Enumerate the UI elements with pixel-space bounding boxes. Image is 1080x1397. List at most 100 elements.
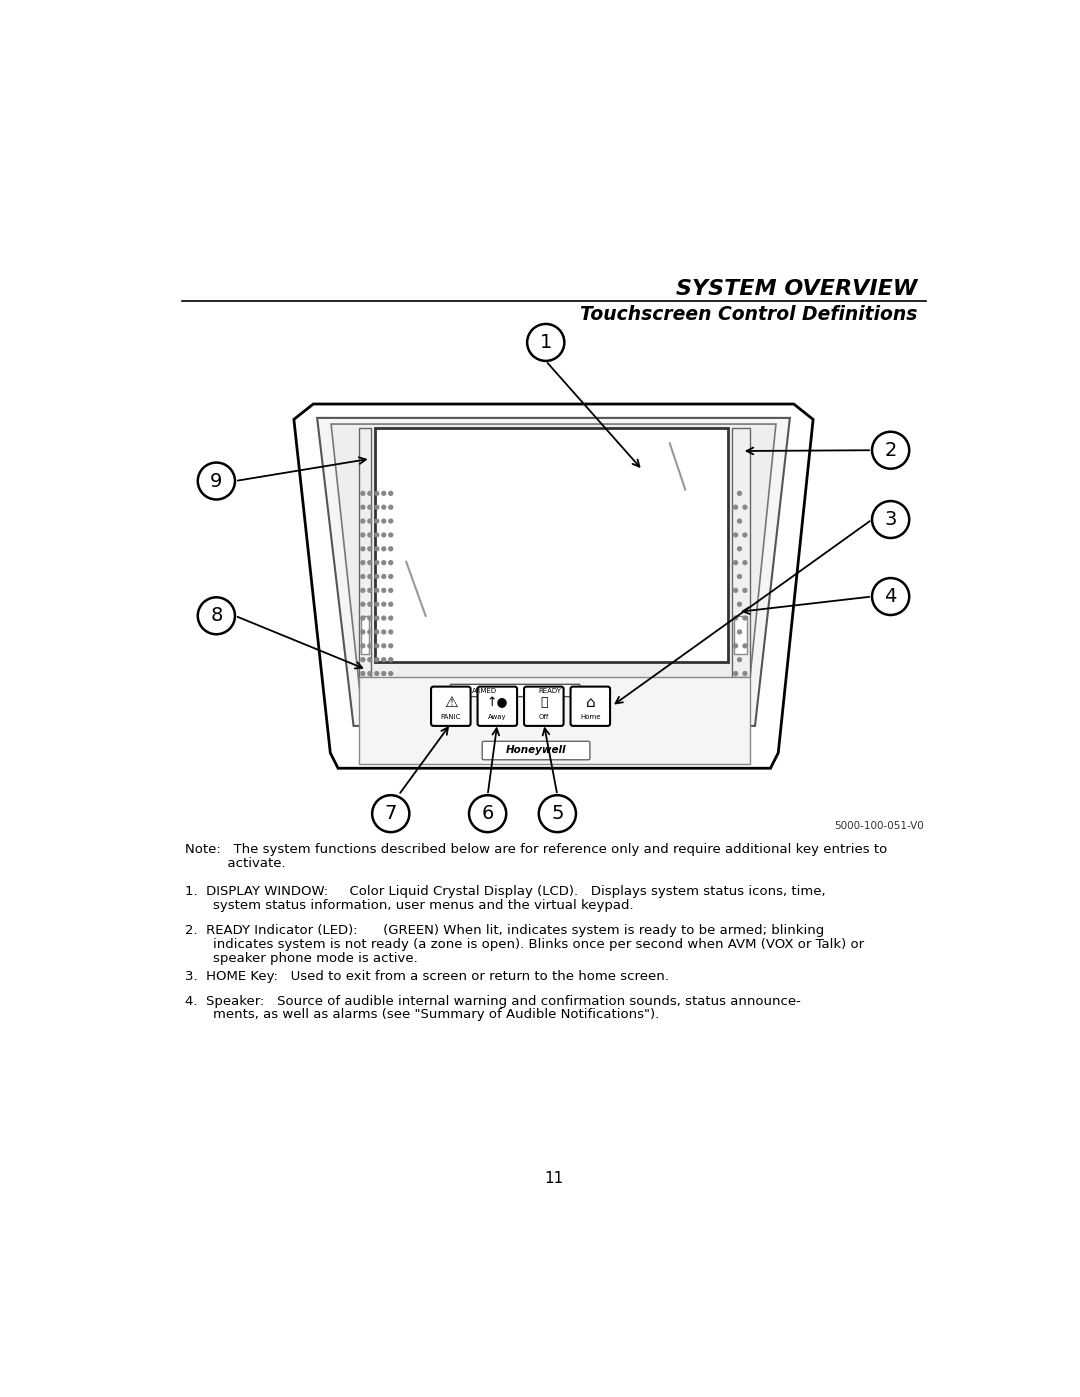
Circle shape bbox=[361, 534, 365, 536]
Polygon shape bbox=[732, 427, 750, 678]
Circle shape bbox=[375, 560, 379, 564]
Text: indicates system is not ready (a zone is open). Blinks once per second when AVM : indicates system is not ready (a zone is… bbox=[197, 937, 864, 950]
Text: 1.  DISPLAY WINDOW:     Color Liquid Crystal Display (LCD).   Displays system st: 1. DISPLAY WINDOW: Color Liquid Crystal … bbox=[186, 886, 826, 898]
Text: Note:   The system functions described below are for reference only and require : Note: The system functions described bel… bbox=[186, 842, 888, 856]
Circle shape bbox=[361, 616, 365, 620]
Text: 6: 6 bbox=[482, 805, 494, 823]
Text: activate.: activate. bbox=[186, 856, 286, 870]
Circle shape bbox=[375, 616, 379, 620]
Circle shape bbox=[389, 560, 393, 564]
Circle shape bbox=[382, 630, 386, 634]
Circle shape bbox=[198, 462, 235, 500]
Circle shape bbox=[375, 672, 379, 676]
Circle shape bbox=[382, 644, 386, 648]
FancyBboxPatch shape bbox=[570, 686, 610, 726]
Text: Off: Off bbox=[539, 714, 549, 719]
Circle shape bbox=[733, 560, 738, 564]
Circle shape bbox=[375, 658, 379, 662]
Circle shape bbox=[375, 630, 379, 634]
Circle shape bbox=[539, 795, 576, 833]
Circle shape bbox=[743, 672, 747, 676]
Circle shape bbox=[469, 795, 507, 833]
Circle shape bbox=[382, 534, 386, 536]
Circle shape bbox=[389, 616, 393, 620]
Circle shape bbox=[872, 502, 909, 538]
Text: Touchscreen Control Definitions: Touchscreen Control Definitions bbox=[580, 305, 918, 324]
Circle shape bbox=[375, 644, 379, 648]
FancyBboxPatch shape bbox=[482, 742, 590, 760]
Text: 5: 5 bbox=[551, 805, 564, 823]
Circle shape bbox=[361, 658, 365, 662]
Text: speaker phone mode is active.: speaker phone mode is active. bbox=[197, 951, 418, 964]
FancyBboxPatch shape bbox=[477, 686, 517, 726]
Polygon shape bbox=[359, 427, 372, 678]
Text: ↑●: ↑● bbox=[487, 696, 508, 710]
Text: 9: 9 bbox=[211, 472, 222, 490]
Circle shape bbox=[872, 432, 909, 469]
Circle shape bbox=[368, 520, 372, 522]
Circle shape bbox=[375, 520, 379, 522]
Text: 8: 8 bbox=[211, 606, 222, 626]
Circle shape bbox=[743, 588, 747, 592]
Circle shape bbox=[368, 644, 372, 648]
Circle shape bbox=[361, 492, 365, 496]
Circle shape bbox=[389, 588, 393, 592]
Text: 2.  READY Indicator (LED):      (GREEN) When lit, indicates system is ready to b: 2. READY Indicator (LED): (GREEN) When l… bbox=[186, 923, 825, 937]
Circle shape bbox=[733, 534, 738, 536]
Circle shape bbox=[368, 560, 372, 564]
FancyBboxPatch shape bbox=[450, 685, 580, 697]
Text: 4: 4 bbox=[885, 587, 896, 606]
FancyBboxPatch shape bbox=[734, 616, 747, 654]
Text: 4.  Speaker:   Source of audible internal warning and confirmation sounds, statu: 4. Speaker: Source of audible internal w… bbox=[186, 995, 801, 1007]
Polygon shape bbox=[332, 425, 775, 719]
Circle shape bbox=[733, 644, 738, 648]
Circle shape bbox=[198, 598, 235, 634]
Text: 3.  HOME Key:   Used to exit from a screen or return to the home screen.: 3. HOME Key: Used to exit from a screen … bbox=[186, 970, 670, 983]
Circle shape bbox=[389, 546, 393, 550]
Text: Honeywell: Honeywell bbox=[505, 745, 566, 756]
Circle shape bbox=[382, 672, 386, 676]
Text: ⚠: ⚠ bbox=[444, 696, 458, 710]
Circle shape bbox=[373, 795, 409, 833]
Circle shape bbox=[527, 324, 565, 360]
Text: system status information, user menus and the virtual keypad.: system status information, user menus an… bbox=[197, 900, 634, 912]
Circle shape bbox=[382, 492, 386, 496]
Circle shape bbox=[375, 534, 379, 536]
Text: 3: 3 bbox=[885, 510, 896, 529]
Circle shape bbox=[743, 560, 747, 564]
Circle shape bbox=[375, 546, 379, 550]
Circle shape bbox=[361, 602, 365, 606]
Text: 🔓: 🔓 bbox=[540, 696, 548, 710]
Circle shape bbox=[382, 588, 386, 592]
Circle shape bbox=[389, 602, 393, 606]
FancyBboxPatch shape bbox=[362, 616, 369, 654]
Circle shape bbox=[743, 534, 747, 536]
Circle shape bbox=[361, 672, 365, 676]
Text: ments, as well as alarms (see "Summary of Audible Notifications").: ments, as well as alarms (see "Summary o… bbox=[197, 1009, 660, 1021]
Text: 11: 11 bbox=[544, 1171, 563, 1186]
Circle shape bbox=[382, 560, 386, 564]
Circle shape bbox=[382, 506, 386, 509]
Circle shape bbox=[375, 588, 379, 592]
Circle shape bbox=[389, 506, 393, 509]
Circle shape bbox=[375, 506, 379, 509]
Text: ARMED: ARMED bbox=[472, 689, 497, 694]
Circle shape bbox=[743, 644, 747, 648]
Circle shape bbox=[389, 574, 393, 578]
FancyBboxPatch shape bbox=[524, 686, 564, 726]
Circle shape bbox=[382, 520, 386, 522]
Circle shape bbox=[375, 574, 379, 578]
Circle shape bbox=[389, 644, 393, 648]
Circle shape bbox=[733, 672, 738, 676]
Text: Away: Away bbox=[488, 714, 507, 719]
Text: 2: 2 bbox=[885, 440, 896, 460]
Circle shape bbox=[368, 492, 372, 496]
Circle shape bbox=[389, 658, 393, 662]
Circle shape bbox=[368, 616, 372, 620]
Circle shape bbox=[368, 672, 372, 676]
Circle shape bbox=[368, 588, 372, 592]
Circle shape bbox=[361, 644, 365, 648]
Circle shape bbox=[389, 534, 393, 536]
Circle shape bbox=[368, 546, 372, 550]
Text: PANIC: PANIC bbox=[441, 714, 461, 719]
